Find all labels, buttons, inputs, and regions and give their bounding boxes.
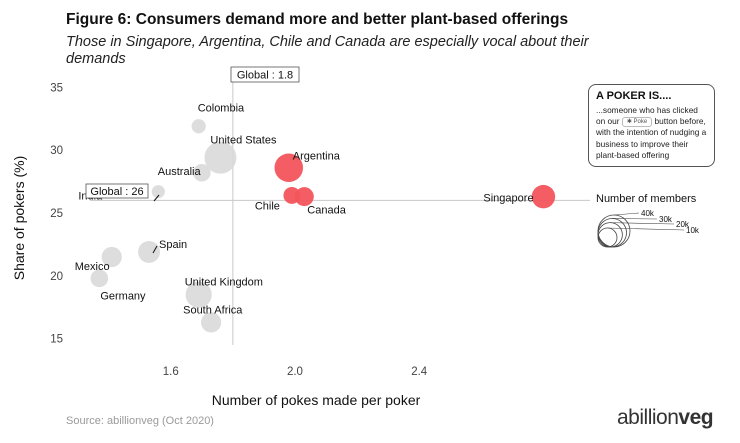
x-axis-title: Number of pokes made per poker — [212, 392, 421, 408]
global-x-label: Global : 1.8 — [237, 70, 293, 82]
point-india — [151, 185, 165, 199]
point-label-colombia: Colombia — [198, 102, 245, 114]
point-label-united-states: United States — [210, 135, 277, 147]
point-label-singapore: Singapore — [483, 193, 533, 205]
y-tick-label: 35 — [50, 82, 63, 94]
point-label-canada: Canada — [307, 205, 346, 217]
y-tick-label: 20 — [50, 271, 63, 283]
point-label-south-africa: South Africa — [183, 304, 243, 316]
leader-line — [152, 245, 158, 254]
point-spain — [138, 241, 160, 263]
point-united-states — [204, 141, 237, 174]
point-canada — [294, 187, 314, 207]
size-legend-leader — [613, 212, 640, 216]
point-label-mexico: Mexico — [75, 261, 110, 273]
leader-line — [153, 194, 160, 202]
x-tick-label: 1.6 — [163, 366, 179, 378]
size-legend-leader — [612, 218, 658, 220]
callout-text: ...someone who has clicked on our ✱ Poke… — [596, 105, 707, 161]
size-legend-label: 10k — [686, 226, 700, 235]
global-y-annotation: Global : 26 — [85, 183, 149, 199]
brand-logo: abillionveg — [617, 406, 714, 430]
size-legend-circle — [597, 227, 618, 248]
size-legend-label: 40k — [641, 209, 655, 218]
brand-part-1: abillion — [617, 406, 679, 429]
poke-button-image: ✱ Poke — [621, 117, 653, 128]
point-mexico — [101, 246, 122, 268]
point-label-chile: Chile — [255, 200, 280, 212]
point-label-germany: Germany — [100, 290, 146, 302]
point-label-australia: Australia — [158, 166, 202, 178]
point-argentina — [274, 153, 304, 183]
y-tick-label: 25 — [50, 208, 63, 220]
callout-title: A POKER IS.... — [596, 90, 672, 102]
y-tick-label: 15 — [50, 334, 63, 346]
point-australia — [192, 163, 211, 182]
callout-text-after: button before, with the intention of nud… — [596, 116, 707, 160]
point-south-africa — [200, 312, 222, 333]
point-germany — [90, 269, 109, 288]
callout-text-before: ...someone who has clicked on our — [596, 105, 698, 127]
size-legend-label: 20k — [676, 220, 690, 229]
x-tick-label: 2.0 — [287, 366, 303, 378]
source-note: Source: abillionveg (Oct 2020) — [66, 415, 214, 427]
brand-part-2: veg — [678, 406, 714, 429]
point-label-spain: Spain — [159, 239, 187, 251]
global-x-annotation: Global : 1.8 — [230, 66, 300, 83]
figure-title: Figure 6: Consumers demand more and bett… — [66, 11, 569, 28]
y-tick-label: 30 — [50, 145, 63, 157]
global-y-label: Global : 26 — [90, 186, 143, 198]
point-united-kingdom — [185, 281, 212, 308]
size-legend-leader — [610, 222, 675, 225]
y-axis-title: Share of pokers (%) — [11, 156, 27, 281]
point-colombia — [191, 119, 206, 134]
size-legend-label: 30k — [659, 215, 673, 224]
figure-subtitle: Those in Singapore, Argentina, Chile and… — [66, 34, 589, 67]
point-label-argentina: Argentina — [293, 151, 341, 163]
point-label-united-kingdom: United Kingdom — [185, 277, 263, 289]
point-singapore — [531, 184, 556, 209]
size-legend-circle — [597, 222, 623, 248]
size-legend-title: Number of members — [596, 193, 697, 205]
poker-definition-callout: A POKER IS.... ...someone who has clicke… — [588, 84, 715, 167]
size-legend-leader — [607, 227, 685, 231]
x-tick-label: 2.4 — [411, 366, 428, 378]
poke-button-label: Poke — [633, 119, 648, 126]
